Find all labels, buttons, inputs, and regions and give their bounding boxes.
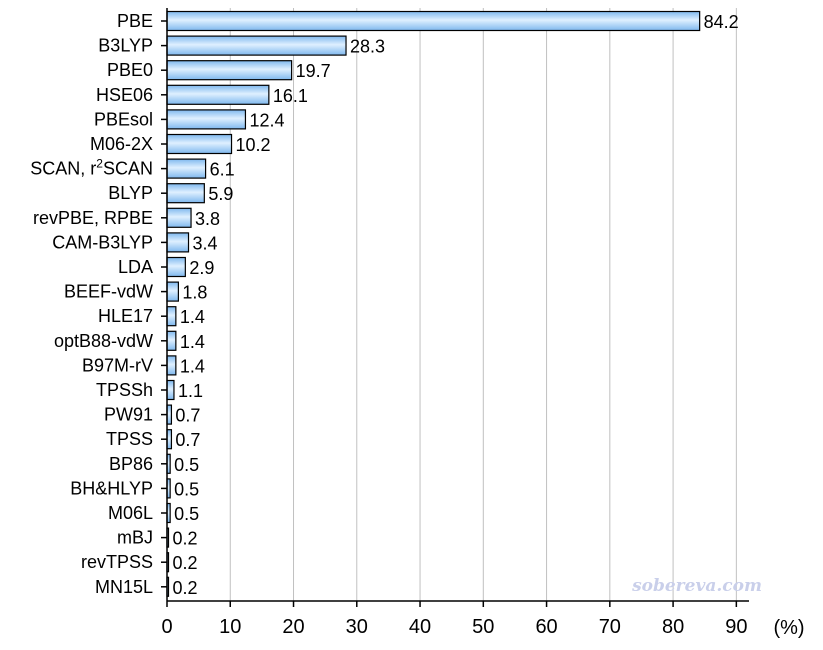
value-label: 1.4	[180, 332, 205, 352]
bar	[166, 281, 179, 302]
x-tick-label: 30	[346, 616, 368, 638]
bar	[166, 10, 701, 32]
category-label: BH&HLYP	[70, 478, 153, 498]
value-label: 16.1	[273, 86, 308, 106]
value-label: 19.7	[296, 61, 331, 81]
value-label: 1.4	[180, 356, 205, 376]
category-label: PBE	[117, 11, 153, 31]
category-label: B97M-rV	[82, 355, 153, 375]
x-tick-label: 60	[535, 616, 557, 638]
x-tick-label: 40	[409, 616, 431, 638]
value-label: 2.9	[189, 258, 214, 278]
category-label: HSE06	[96, 85, 153, 105]
label-layer: 0 10 20 30 40 50 60 70 80 90 PBE 84.2 B3LYP 28.3 PBE0 1…	[30, 11, 747, 638]
value-label: 0.2	[173, 578, 198, 598]
value-label: 6.1	[210, 160, 235, 180]
category-label: mBJ	[117, 528, 153, 548]
bar-layer	[166, 10, 701, 597]
value-label: 1.1	[178, 381, 203, 401]
value-label: 0.7	[175, 406, 200, 426]
bar	[166, 256, 186, 278]
category-label: revTPSS	[81, 552, 153, 572]
category-label: B3LYP	[98, 36, 153, 56]
value-label: 12.4	[249, 110, 284, 130]
value-label: 28.3	[350, 37, 385, 57]
value-label: 0.2	[173, 529, 198, 549]
category-label: TPSSh	[96, 380, 153, 400]
bar	[166, 35, 347, 56]
category-label: MN15L	[95, 577, 153, 597]
value-label: 0.2	[173, 553, 198, 573]
category-label: CAM-B3LYP	[52, 232, 153, 252]
bar	[166, 84, 270, 105]
category-label: HLE17	[98, 306, 153, 326]
category-label: M06-2X	[90, 134, 153, 154]
bar	[166, 109, 247, 130]
value-label: 0.5	[174, 504, 199, 524]
value-label: 1.4	[180, 307, 205, 327]
category-label: SCAN, r2SCAN	[30, 157, 153, 179]
value-label: 0.5	[174, 479, 199, 499]
grid-layer	[229, 8, 737, 601]
value-label: 84.2	[704, 12, 739, 32]
value-label: 0.7	[175, 430, 200, 450]
value-label: 1.8	[182, 283, 207, 303]
category-label: PBE0	[107, 60, 153, 80]
bar	[166, 183, 205, 204]
value-label: 5.9	[208, 184, 233, 204]
x-tick-label: 20	[282, 616, 304, 638]
category-label: BLYP	[108, 183, 153, 203]
bar	[166, 207, 192, 228]
value-label: 3.8	[195, 209, 220, 229]
category-label: optB88-vdW	[54, 331, 153, 351]
watermark: sobereva.com	[631, 576, 762, 596]
x-tick-label: 0	[161, 616, 172, 638]
category-label: M06L	[108, 503, 153, 523]
category-label: BEEF-vdW	[64, 282, 153, 302]
x-tick-label: 70	[599, 616, 621, 638]
bar	[166, 355, 177, 376]
bar	[166, 60, 293, 81]
bar	[166, 232, 190, 253]
category-label: LDA	[118, 257, 153, 277]
x-tick-label: 90	[725, 616, 747, 638]
x-tick-label: 10	[219, 616, 241, 638]
category-label: PW91	[104, 405, 153, 425]
bar	[166, 379, 175, 401]
axis-layer	[166, 8, 749, 602]
bar	[166, 330, 177, 351]
value-label: 10.2	[236, 135, 271, 155]
x-tick-label: 50	[472, 616, 494, 638]
category-label: TPSS	[106, 429, 153, 449]
category-label: PBEsol	[94, 109, 153, 129]
category-label: BP86	[109, 454, 153, 474]
bar	[166, 158, 207, 179]
bar	[166, 133, 233, 155]
value-label: 3.4	[193, 233, 218, 253]
category-label: revPBE, RPBE	[33, 208, 153, 228]
x-unit-label: (%)	[773, 617, 804, 639]
bar	[166, 306, 177, 327]
x-tick-label: 80	[662, 616, 684, 638]
value-label: 0.5	[174, 455, 199, 475]
